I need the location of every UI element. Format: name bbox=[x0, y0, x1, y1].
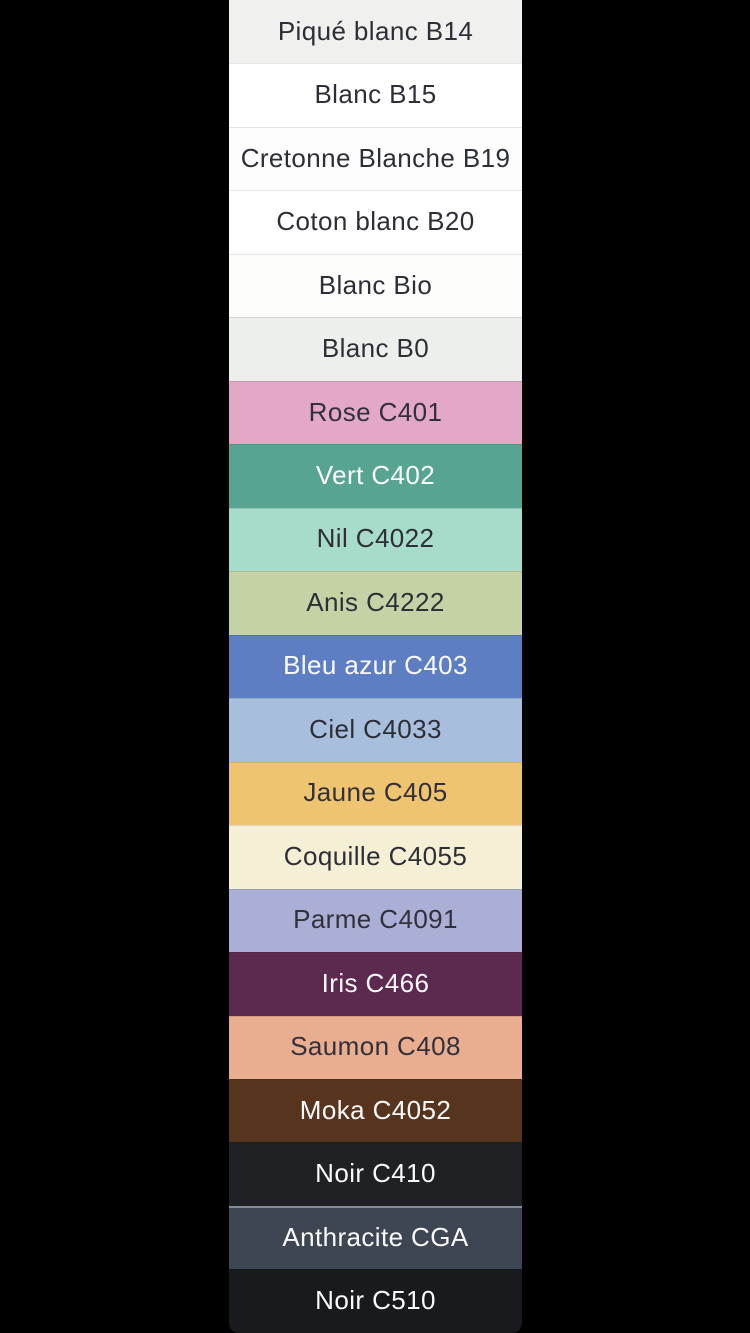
swatch-label: Piqué blanc B14 bbox=[277, 15, 474, 46]
swatch-saumon-c408[interactable]: Saumon C408 bbox=[229, 1015, 522, 1079]
swatch-label: Ciel C4033 bbox=[309, 713, 442, 744]
swatch-label: Nil C4022 bbox=[316, 523, 435, 554]
swatch-anthracite-cga[interactable]: Anthracite CGA bbox=[229, 1205, 522, 1270]
swatch-noir-c410[interactable]: Noir C410 bbox=[229, 1142, 522, 1206]
swatch-label: Jaune C405 bbox=[303, 777, 448, 808]
swatch-label: Coquille C4055 bbox=[283, 840, 468, 871]
swatch-label: Saumon C408 bbox=[290, 1031, 461, 1062]
swatch-label: Cretonne Blanche B19 bbox=[240, 142, 511, 173]
swatch-ciel-c4033[interactable]: Ciel C4033 bbox=[229, 698, 522, 762]
swatch-label: Iris C466 bbox=[321, 967, 430, 998]
swatch-label: Blanc B0 bbox=[321, 333, 430, 364]
swatch-pique-blanc-b14[interactable]: Piqué blanc B14 bbox=[229, 0, 522, 64]
swatch-moka-c4052[interactable]: Moka C4052 bbox=[229, 1078, 522, 1143]
swatch-noir-c510[interactable]: Noir C510 bbox=[229, 1269, 522, 1333]
swatch-label: Blanc Bio bbox=[318, 269, 433, 300]
swatch-label: Rose C401 bbox=[308, 396, 443, 427]
swatch-label: Blanc B15 bbox=[314, 79, 437, 110]
swatch-blanc-bio[interactable]: Blanc Bio bbox=[229, 253, 522, 318]
swatch-label: Coton blanc B20 bbox=[276, 206, 475, 237]
swatch-blanc-b0[interactable]: Blanc B0 bbox=[229, 317, 522, 381]
swatch-label: Anthracite CGA bbox=[282, 1221, 469, 1252]
swatch-coton-blanc-b20[interactable]: Coton blanc B20 bbox=[229, 190, 522, 254]
swatch-vert-c402[interactable]: Vert C402 bbox=[229, 444, 522, 508]
swatch-coquille-c4055[interactable]: Coquille C4055 bbox=[229, 825, 522, 889]
swatch-label: Bleu azur C403 bbox=[283, 650, 468, 681]
swatch-jaune-c405[interactable]: Jaune C405 bbox=[229, 761, 522, 826]
swatch-iris-c466[interactable]: Iris C466 bbox=[229, 952, 522, 1016]
swatch-label: Vert C402 bbox=[315, 460, 436, 491]
swatch-rose-c401[interactable]: Rose C401 bbox=[229, 380, 522, 445]
color-swatch-list: Piqué blanc B14 Blanc B15 Cretonne Blanche… bbox=[229, 0, 522, 1333]
swatch-label: Parme C4091 bbox=[293, 904, 458, 935]
swatch-label: Noir C410 bbox=[315, 1158, 436, 1189]
swatch-bleu-azur-c403[interactable]: Bleu azur C403 bbox=[229, 634, 522, 699]
swatch-blanc-b15[interactable]: Blanc B15 bbox=[229, 63, 522, 127]
swatch-parme-c4091[interactable]: Parme C4091 bbox=[229, 888, 522, 953]
swatch-anis-c4222[interactable]: Anis C4222 bbox=[229, 571, 522, 635]
swatch-nil-c4022[interactable]: Nil C4022 bbox=[229, 507, 522, 572]
swatch-cretonne-blanche-b19[interactable]: Cretonne Blanche B19 bbox=[229, 126, 522, 191]
swatch-label: Anis C4222 bbox=[306, 586, 445, 617]
swatch-label: Moka C4052 bbox=[299, 1094, 452, 1125]
swatch-label: Noir C510 bbox=[315, 1285, 436, 1316]
